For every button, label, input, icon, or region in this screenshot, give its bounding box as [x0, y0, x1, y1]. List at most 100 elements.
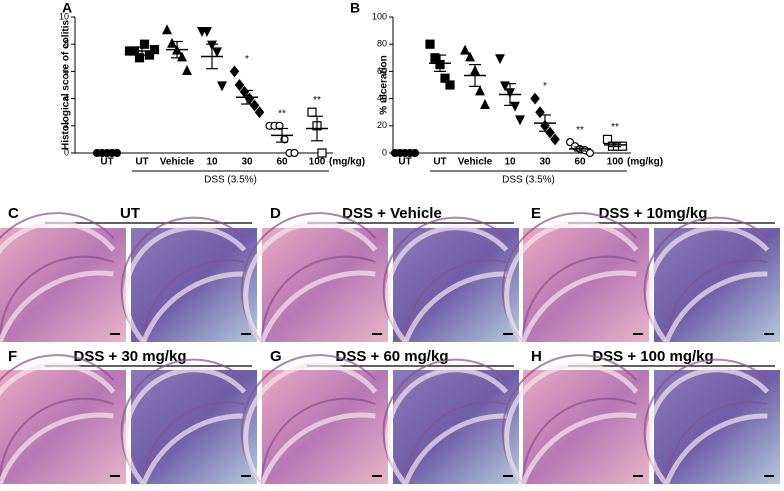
panel-label: F	[8, 348, 17, 365]
data-point	[229, 65, 240, 78]
data-point	[254, 106, 265, 119]
tissue-texture	[504, 220, 639, 344]
tissue-texture	[243, 220, 378, 344]
panel-title: DSS + 30 mg/kg	[74, 348, 187, 365]
data-point	[480, 99, 490, 110]
panel-label: A	[62, 0, 72, 16]
tissue-texture	[521, 255, 637, 343]
significance: *	[245, 54, 249, 65]
significance: **	[278, 108, 286, 119]
x-tick-label: 30	[241, 157, 253, 168]
y-tick-label: 20	[377, 120, 387, 130]
tissue-texture	[403, 413, 507, 485]
data-point	[162, 24, 172, 35]
tissue-texture	[404, 401, 507, 485]
panel-label: B	[350, 0, 360, 16]
data-point	[545, 126, 555, 139]
data-point	[515, 115, 525, 126]
tissue-texture	[141, 271, 245, 343]
data-point	[460, 44, 470, 55]
data-point	[249, 99, 260, 112]
tissue-texture	[260, 255, 376, 343]
data-point	[465, 51, 475, 62]
data-point	[445, 80, 455, 90]
data-point	[430, 53, 440, 63]
x-tick-label: UT	[398, 157, 411, 168]
x-tick-label: 100	[607, 157, 624, 168]
data-point	[440, 73, 450, 83]
x-tick-label: 10	[206, 157, 218, 168]
panel-label: C	[8, 205, 19, 222]
x-tick-label: UT	[433, 157, 446, 168]
tissue-texture	[520, 270, 637, 343]
data-point	[212, 47, 222, 58]
data-point	[530, 92, 540, 105]
y-tick-label: 2	[64, 120, 69, 130]
tissue-texture	[142, 259, 245, 343]
tissue-texture	[260, 397, 376, 485]
tissue-texture	[385, 225, 509, 344]
group-label: DSS (3.5%)	[204, 175, 257, 186]
data-point	[182, 65, 192, 76]
tissue-texture	[504, 362, 639, 486]
tissue-texture	[142, 401, 245, 485]
panel-label: H	[531, 348, 542, 365]
tissue-texture	[0, 220, 116, 342]
y-tick-label: 40	[377, 93, 387, 103]
x-tick-label: UT	[100, 157, 113, 168]
data-point	[217, 81, 227, 92]
tissue-texture	[123, 367, 247, 486]
significance: **	[611, 122, 619, 133]
tissue-texture	[0, 397, 114, 484]
data-point	[139, 39, 150, 49]
data-point	[585, 148, 595, 158]
tissue-texture	[0, 255, 114, 342]
y-tick-label: 4	[64, 93, 69, 103]
tissue-texture	[0, 412, 114, 485]
data-point	[510, 101, 520, 112]
data-point	[177, 51, 187, 62]
data-point	[535, 106, 545, 119]
panel-title: DSS + 100 mg/kg	[592, 348, 713, 365]
x-tick-label: 60	[574, 157, 586, 168]
tissue-texture	[123, 225, 247, 344]
panel-label: D	[270, 205, 281, 222]
tissue-texture	[0, 362, 116, 484]
y-axis-label: Histological score of colitis	[61, 20, 72, 150]
data-point	[307, 107, 317, 117]
tissue-texture	[403, 271, 507, 343]
tissue-texture	[665, 259, 768, 343]
y-tick-label: 0	[64, 147, 69, 157]
data-point	[475, 85, 485, 96]
significance: *	[543, 81, 547, 92]
tissue-texture	[520, 412, 637, 485]
data-point	[290, 148, 299, 158]
data-point	[134, 53, 145, 63]
panel-label: E	[531, 205, 541, 222]
tissue-texture	[259, 412, 376, 485]
data-point	[317, 148, 327, 158]
y-tick-label: 0	[382, 147, 387, 157]
group-label: DSS (3.5%)	[502, 175, 555, 186]
y-tick-label: 6	[64, 66, 69, 76]
panel-title: DSS + 10mg/kg	[599, 205, 708, 222]
x-tick-label: Vehicle	[458, 157, 493, 168]
unit-label: (mg/kg)	[329, 157, 365, 168]
y-tick-label: 10	[59, 11, 69, 21]
x-tick-label: 100	[309, 157, 326, 168]
significance: **	[313, 95, 321, 106]
data-point	[167, 37, 177, 48]
data-point	[149, 45, 160, 55]
data-point	[550, 133, 560, 146]
tissue-texture	[259, 270, 376, 343]
y-axis-label: % ulceration	[379, 55, 390, 114]
panel-title: DSS + 60 mg/kg	[336, 348, 449, 365]
tissue-texture	[141, 413, 245, 485]
tissue-texture	[646, 225, 770, 344]
data-point	[234, 79, 245, 91]
significance: **	[576, 125, 584, 136]
data-point	[275, 121, 284, 130]
y-tick-label: 60	[377, 66, 387, 76]
tissue-texture	[664, 271, 768, 343]
x-tick-label: Vehicle	[160, 157, 195, 168]
